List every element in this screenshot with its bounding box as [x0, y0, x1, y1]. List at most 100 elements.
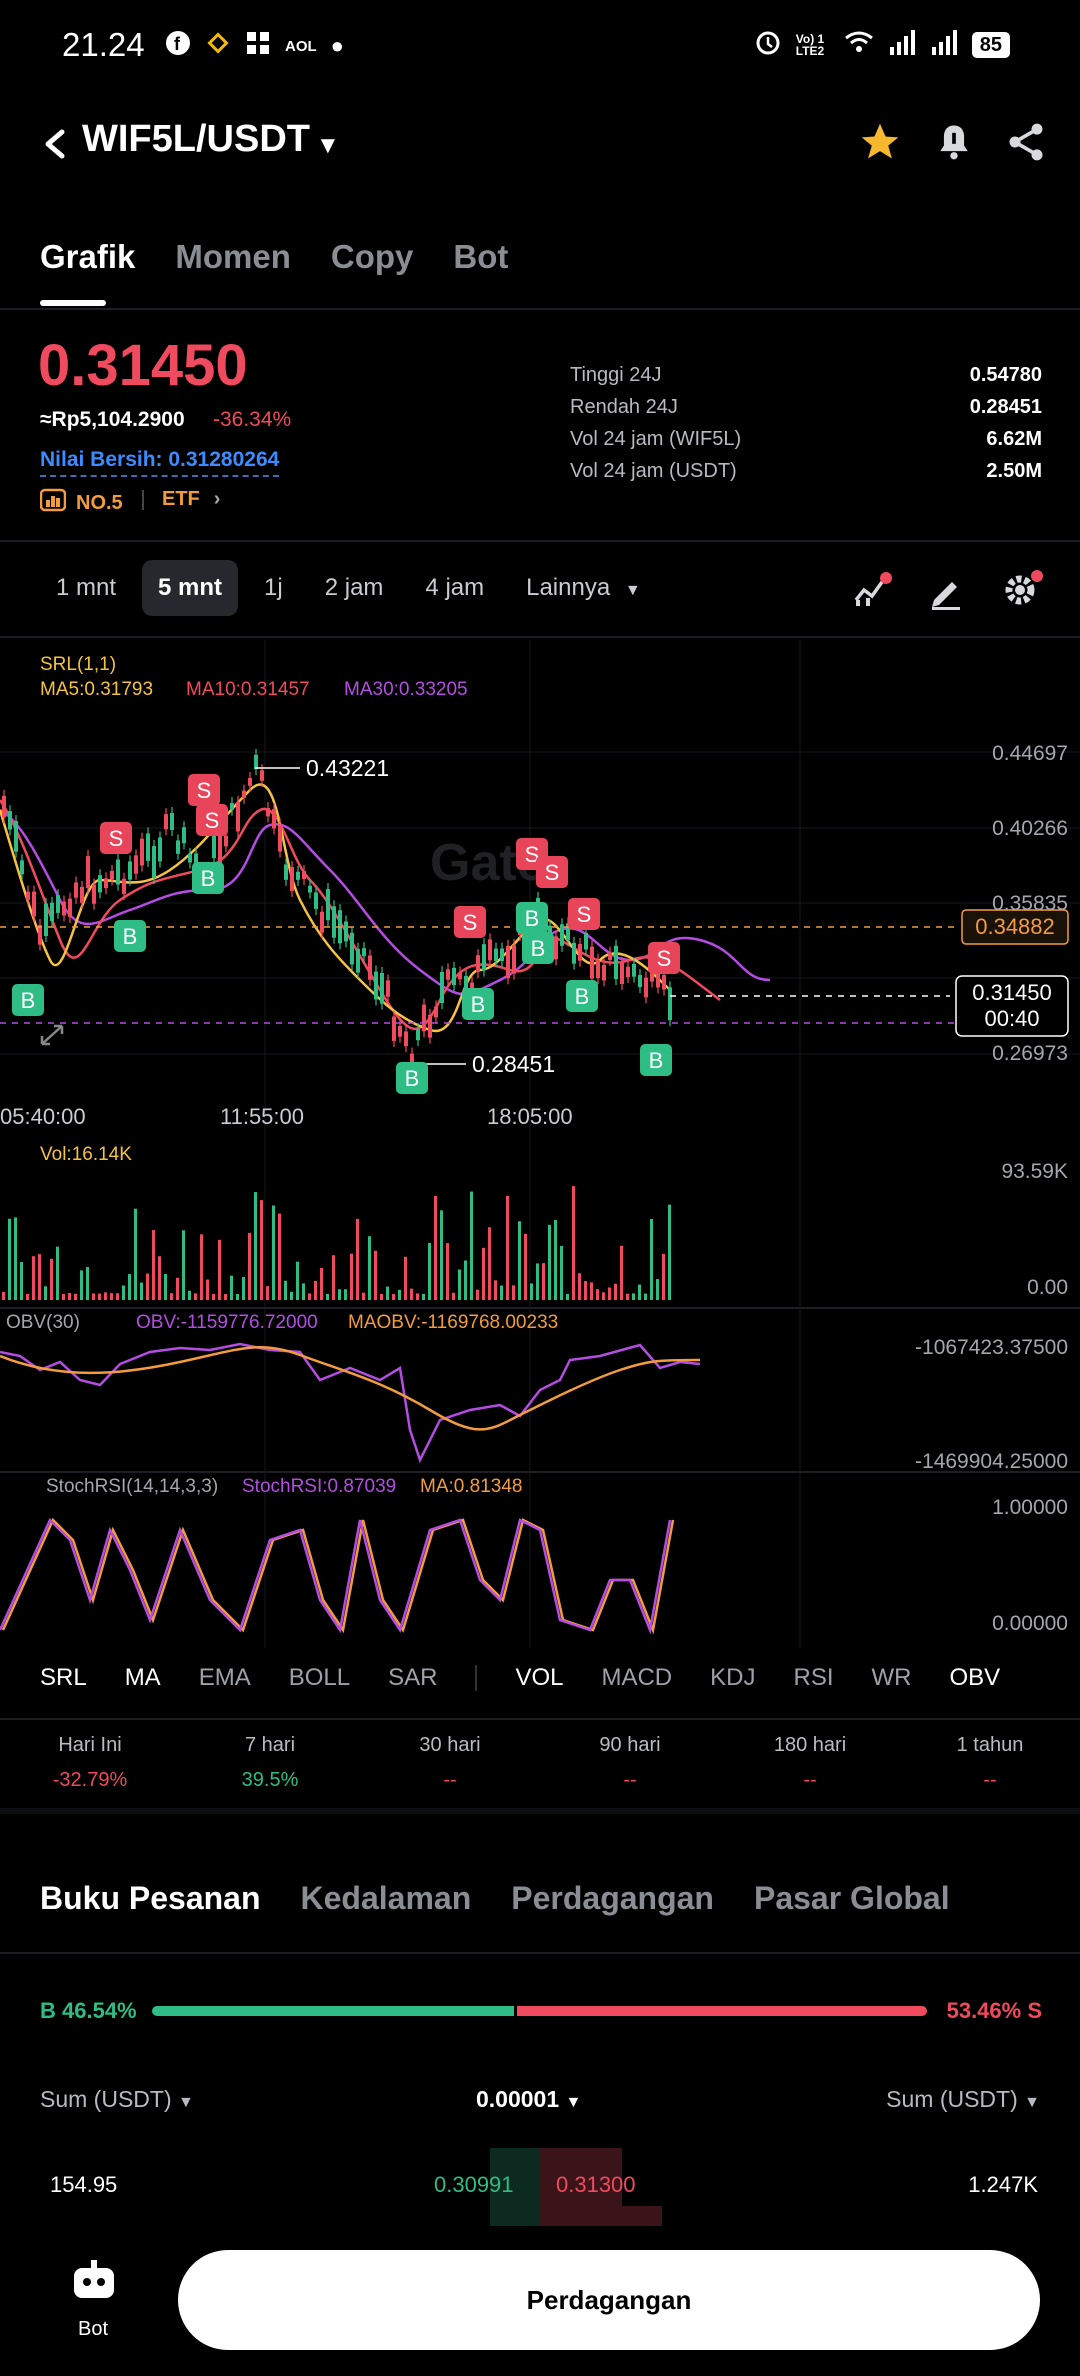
buy-marker: B: [522, 932, 554, 964]
candle: [38, 924, 42, 945]
ranking-icon: [39, 488, 67, 518]
back-icon[interactable]: [36, 120, 76, 168]
buy-marker: B: [640, 1044, 672, 1076]
ind-kdj[interactable]: KDJ: [710, 1664, 756, 1691]
ind-rsi[interactable]: RSI: [793, 1664, 834, 1691]
ind-vol[interactable]: VOL: [515, 1664, 564, 1691]
caret-down-icon[interactable]: ▼: [316, 132, 340, 159]
volume-bar: [308, 1293, 311, 1300]
candlestick-chart[interactable]: Gate SRL(1,1) MA5:0.31793 MA10:0.31457 M…: [0, 640, 1080, 1648]
svg-text:B: B: [525, 906, 540, 931]
interval-4h[interactable]: 4 jam: [425, 574, 485, 601]
volume-bar: [212, 1294, 215, 1300]
buy-marker: B: [114, 920, 146, 952]
candle: [404, 1031, 408, 1047]
divider: [0, 540, 1080, 542]
candle: [122, 878, 126, 894]
svg-text:S: S: [205, 808, 220, 833]
expand-icon[interactable]: [38, 1020, 68, 1050]
candle: [110, 870, 114, 880]
volume-bar: [536, 1263, 539, 1300]
signal-1-icon: [888, 29, 916, 61]
pair-title[interactable]: WIF5L/USDT: [82, 118, 310, 160]
tab-orderbook[interactable]: Buku Pesanan: [40, 1880, 261, 1916]
volume-bar: [194, 1293, 197, 1300]
obv-axis-tick: -1067423.37500: [915, 1336, 1068, 1359]
bid-depth-bar: [490, 2148, 540, 2226]
ask-price[interactable]: 0.31300: [556, 2172, 636, 2197]
star-icon[interactable]: [858, 120, 902, 164]
interval-1m[interactable]: 1 mnt: [56, 574, 117, 601]
net-value[interactable]: Nilai Bersih: 0.31280264: [40, 448, 280, 477]
candle: [116, 859, 120, 885]
ind-boll[interactable]: BOLL: [288, 1664, 351, 1691]
col-sum-buy[interactable]: Sum (USDT) ▼: [40, 2086, 194, 2113]
bot-icon[interactable]: [70, 2258, 118, 2302]
sell-marker: S: [454, 906, 486, 938]
ind-ema[interactable]: EMA: [198, 1664, 251, 1691]
divider: [0, 1718, 1080, 1720]
sell-marker: S: [536, 856, 568, 888]
tab-momen[interactable]: Momen: [175, 238, 291, 275]
perf-value: -32.79%: [52, 1769, 128, 1791]
volume-bar: [62, 1293, 65, 1300]
bid-price[interactable]: 0.30991: [434, 2172, 514, 2197]
col-sum-sell[interactable]: Sum (USDT) ▼: [886, 2086, 1040, 2113]
tab-copy[interactable]: Copy: [330, 238, 414, 275]
obv-line: [0, 1342, 701, 1464]
svg-text:S: S: [109, 826, 124, 851]
ind-macd[interactable]: MACD: [601, 1664, 673, 1691]
ind-sar[interactable]: SAR: [388, 1664, 438, 1691]
rank-badge[interactable]: NO.5: [39, 488, 123, 518]
dot-icon: ●: [330, 33, 344, 58]
precision-label: 0.00001: [476, 2086, 560, 2112]
bot-label[interactable]: Bot: [78, 2318, 109, 2340]
ind-ma[interactable]: MA: [124, 1664, 161, 1691]
status-time: 21.24: [62, 26, 145, 63]
maobv-line: [0, 1346, 701, 1431]
candle: [308, 885, 312, 893]
volume-bar: [14, 1217, 17, 1300]
ask-depth-bar: [622, 2206, 662, 2226]
sell-ratio: 53.46% S: [946, 1998, 1042, 2023]
candle: [350, 932, 354, 965]
top-tabs: Grafik Momen Copy Bot: [40, 238, 508, 276]
share-icon[interactable]: [1004, 120, 1048, 164]
volume-bar: [476, 1289, 479, 1300]
interval-2h[interactable]: 2 jam: [324, 574, 384, 601]
interval-5m[interactable]: 5 mnt: [142, 560, 239, 616]
tab-trades[interactable]: Perdagangan: [511, 1880, 714, 1916]
buy-ratio: B 46.54%: [40, 1998, 137, 2023]
tab-bot[interactable]: Bot: [453, 238, 509, 275]
ind-wr[interactable]: WR: [871, 1664, 912, 1691]
volume-bar: [542, 1263, 545, 1300]
candle: [506, 945, 510, 979]
bell-icon[interactable]: [932, 120, 976, 164]
volume-bar: [314, 1280, 317, 1300]
tab-depth[interactable]: Kedalaman: [300, 1880, 472, 1916]
candle: [230, 803, 234, 810]
etf-link[interactable]: ETF ›: [162, 488, 220, 511]
gear-icon[interactable]: [1000, 566, 1044, 615]
precision-select[interactable]: 0.00001 ▼: [476, 2086, 581, 2113]
candle: [662, 975, 666, 990]
candle: [440, 971, 444, 1004]
price-idr: ≈Rp5,104.2900: [40, 408, 185, 431]
candle: [464, 975, 468, 995]
ind-obv[interactable]: OBV: [949, 1664, 1001, 1691]
volume-bar: [572, 1186, 575, 1300]
svg-text:B: B: [405, 1066, 420, 1091]
svg-text:B: B: [575, 984, 590, 1009]
price-axis-tick: 0.44697: [992, 742, 1068, 765]
pencil-icon[interactable]: [926, 570, 966, 615]
sell-ratio-bar: [517, 2006, 927, 2016]
ind-srl[interactable]: SRL: [40, 1664, 87, 1691]
tab-global[interactable]: Pasar Global: [753, 1880, 950, 1916]
tab-grafik[interactable]: Grafik: [40, 238, 136, 275]
candle: [380, 972, 384, 1004]
trade-button[interactable]: Perdagangan: [178, 2250, 1040, 2350]
interval-1h[interactable]: 1j: [264, 574, 283, 601]
interval-more[interactable]: Lainnya ▼: [510, 560, 657, 616]
indicator-settings-icon[interactable]: [852, 570, 892, 615]
